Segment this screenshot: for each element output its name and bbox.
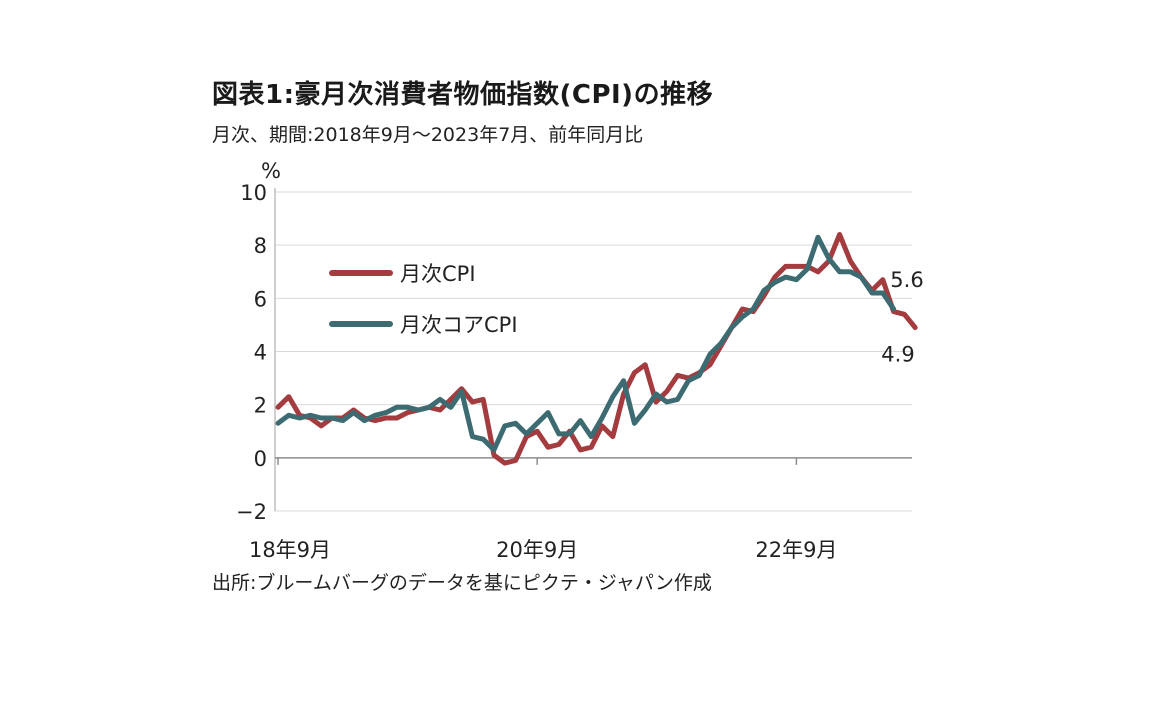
y-tick-label: 10 xyxy=(240,181,267,205)
y-tick-labels: −2 0 2 4 6 8 10 xyxy=(236,181,267,524)
end-label-cpi: 4.9 xyxy=(881,343,914,367)
grid-lines xyxy=(275,191,912,512)
y-tick-label: 0 xyxy=(254,447,267,471)
chart-subtitle: 月次、期間:2018年9月〜2023年7月、前年同月比 xyxy=(212,124,644,146)
legend-label: 月次コアCPI xyxy=(400,313,518,337)
y-axis-unit-label: % xyxy=(261,159,281,183)
x-tick-label: 18年9月 xyxy=(249,538,331,562)
axes xyxy=(274,188,912,511)
end-annotations: 4.9 5.6 xyxy=(881,268,923,367)
y-tick-label: 4 xyxy=(254,341,267,365)
x-tick-labels: 18年9月 20年9月 22年9月 xyxy=(249,538,837,562)
series-line-core-cpi xyxy=(275,234,897,453)
y-tick-label: 8 xyxy=(254,234,267,258)
chart-title: 図表1:豪月次消費者物価指数(CPI)の推移 xyxy=(212,80,714,110)
end-label-core-cpi: 5.6 xyxy=(890,268,923,292)
legend: 月次CPI 月次コアCPI xyxy=(329,262,518,337)
x-tick-label: 20年9月 xyxy=(496,538,578,562)
y-tick-label: 2 xyxy=(254,394,267,418)
series-lines xyxy=(275,232,918,466)
source-note: 出所:ブルームバーグのデータを基にピクテ・ジャパン作成 xyxy=(212,572,712,594)
legend-label: 月次CPI xyxy=(400,262,476,286)
y-tick-label: 6 xyxy=(254,287,267,311)
y-tick-label: −2 xyxy=(236,500,267,524)
x-tick-label: 22年9月 xyxy=(755,538,837,562)
